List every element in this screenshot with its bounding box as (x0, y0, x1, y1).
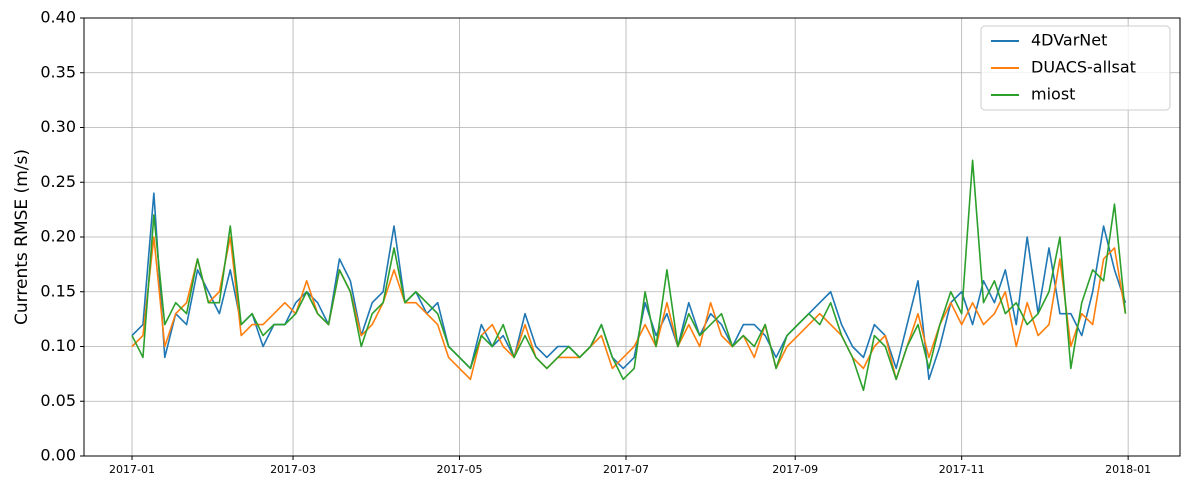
x-tick-label: 2017-05 (437, 463, 483, 476)
y-tick-label: 0.35 (40, 62, 76, 81)
y-tick-label: 0.10 (40, 336, 76, 355)
y-tick-label: 0.20 (40, 227, 76, 246)
legend-label: 4DVarNet (1031, 31, 1107, 50)
x-tick-label: 2018-01 (1105, 463, 1151, 476)
x-tick-label: 2017-03 (270, 463, 316, 476)
series-line (131, 236, 1127, 381)
legend: 4DVarNet DUACS-allsat miost (980, 25, 1171, 111)
x-tick-label: 2017-07 (603, 463, 649, 476)
y-tick-label: 0.05 (40, 391, 76, 410)
y-tick-label: 0.25 (40, 172, 76, 191)
legend-label: miost (1031, 85, 1075, 104)
x-tick-label: 2017-11 (939, 463, 985, 476)
legend-box (980, 25, 1171, 111)
x-tick-label: 2017-01 (109, 463, 155, 476)
y-tick-label: 0.30 (40, 117, 76, 136)
y-axis-label: Currents RMSE (m/s) (12, 149, 32, 325)
y-tick-label: 0.40 (40, 8, 76, 27)
series-line (131, 159, 1127, 392)
y-tick-label: 0.15 (40, 281, 76, 300)
x-tick-label: 2017-09 (772, 463, 818, 476)
legend-label: DUACS-allsat (1031, 58, 1136, 77)
series-line (131, 192, 1127, 381)
plot-frame (83, 17, 1181, 457)
y-tick-label: 0.00 (40, 446, 76, 465)
